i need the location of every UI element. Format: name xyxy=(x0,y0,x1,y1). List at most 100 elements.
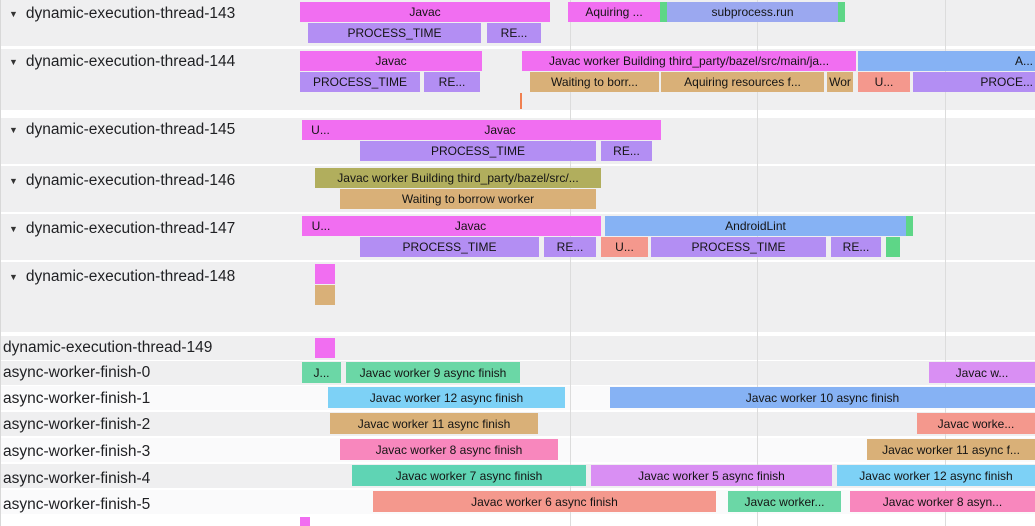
trace-span[interactable]: Javac worker 8 asyn... xyxy=(850,491,1035,512)
timeline-gridline xyxy=(570,0,571,526)
trace-span-label: J... xyxy=(313,365,330,380)
trace-span[interactable]: RE... xyxy=(831,237,881,257)
trace-span[interactable] xyxy=(315,264,335,284)
track-name-row[interactable]: ▼ dynamic-execution-thread-144 xyxy=(0,52,235,72)
track-name-row[interactable]: dynamic-execution-thread-149 xyxy=(0,338,212,358)
trace-span-label: RE... xyxy=(842,240,870,254)
trace-span[interactable] xyxy=(906,216,913,236)
track-name-label: dynamic-execution-thread-146 xyxy=(25,172,236,189)
trace-span-label: U... xyxy=(874,75,894,89)
trace-span[interactable]: Javac worker 7 async finish xyxy=(352,465,586,486)
trace-span[interactable]: Waiting to borrow worker xyxy=(340,189,596,209)
trace-span[interactable]: Javac worker 11 async finish xyxy=(330,413,538,434)
trace-span[interactable]: AndroidLint xyxy=(605,216,906,236)
trace-span[interactable]: RE... xyxy=(544,237,596,257)
trace-span[interactable]: A... xyxy=(858,51,1035,71)
trace-span-label: Javac worker 7 async finish xyxy=(395,468,543,483)
track-name-row[interactable]: async-worker-finish-0 xyxy=(0,363,150,383)
collapse-arrow-icon[interactable]: ▼ xyxy=(9,224,18,234)
trace-span[interactable]: Javac worker 12 async finish xyxy=(328,387,565,408)
trace-span[interactable]: J... xyxy=(302,362,341,383)
trace-span-label: Javac worker 11 async finish xyxy=(357,416,511,431)
trace-span[interactable]: Javac xyxy=(340,216,601,236)
trace-span[interactable]: U... xyxy=(302,120,339,140)
track-name-label: async-worker-finish-2 xyxy=(3,416,151,433)
trace-span[interactable] xyxy=(300,517,310,526)
track-name-row[interactable]: async-worker-finish-3 xyxy=(0,442,150,462)
collapse-arrow-icon[interactable]: ▼ xyxy=(9,272,18,282)
trace-span[interactable]: Javac xyxy=(300,2,550,22)
trace-span[interactable]: Javac xyxy=(300,51,482,71)
track-name-label: async-worker-finish-5 xyxy=(3,496,151,513)
trace-span[interactable]: PROCESS_TIME xyxy=(308,23,481,43)
trace-span[interactable] xyxy=(838,2,845,22)
trace-span[interactable]: Javac worker 11 async f... xyxy=(867,439,1035,460)
trace-span[interactable]: subprocess.run xyxy=(667,2,838,22)
trace-span[interactable]: U... xyxy=(858,72,910,92)
track-name-label: dynamic-execution-thread-144 xyxy=(25,53,236,70)
trace-span[interactable]: Javac worker... xyxy=(728,491,841,512)
track-name-label: dynamic-execution-thread-149 xyxy=(3,339,213,356)
trace-span[interactable] xyxy=(315,338,335,358)
trace-span[interactable]: Javac worker 5 async finish xyxy=(591,465,832,486)
trace-span-label: Javac worker 10 async finish xyxy=(745,390,900,405)
track-name-label: async-worker-finish-1 xyxy=(3,390,151,407)
trace-span[interactable]: Javac w... xyxy=(929,362,1035,383)
trace-span[interactable]: U... xyxy=(302,216,340,236)
trace-span[interactable]: PROCESS_TIME xyxy=(651,237,826,257)
trace-span[interactable]: Aquiring resources f... xyxy=(661,72,824,92)
trace-span[interactable]: Javac xyxy=(339,120,661,140)
track-row-background xyxy=(0,336,1035,360)
trace-span[interactable]: Javac worker 6 async finish xyxy=(373,491,716,512)
track-name-label: dynamic-execution-thread-147 xyxy=(25,220,236,237)
track-name-row[interactable]: async-worker-finish-1 xyxy=(0,389,150,409)
trace-span[interactable]: RE... xyxy=(487,23,541,43)
track-name-row[interactable]: ▼ dynamic-execution-thread-147 xyxy=(0,219,235,239)
trace-span-label: Javac worker 11 async f... xyxy=(882,442,1020,457)
trace-span[interactable]: Waiting to borr... xyxy=(530,72,659,92)
trace-span[interactable]: Javac worker Building third_party/bazel/… xyxy=(315,168,601,188)
trace-span[interactable]: PROCESS_TIME xyxy=(300,72,420,92)
trace-span[interactable] xyxy=(886,237,900,257)
timeline-gridline xyxy=(757,0,758,526)
trace-span[interactable]: Javac worker 12 async finish xyxy=(837,465,1035,486)
trace-span-label: U... xyxy=(311,123,330,137)
trace-span-label: RE... xyxy=(613,144,640,158)
trace-span[interactable] xyxy=(315,285,335,305)
trace-span-label: Javac worker Building third_party/bazel/… xyxy=(337,171,579,185)
trace-span-label: Aquiring ... xyxy=(585,5,643,19)
track-name-row[interactable]: ▼ dynamic-execution-thread-143 xyxy=(0,4,235,24)
trace-span[interactable]: Javac worker 10 async finish xyxy=(610,387,1035,408)
trace-span-label: PROCESS_TIME xyxy=(402,240,497,254)
trace-span[interactable]: PROCESS_TIME xyxy=(360,141,596,161)
trace-span[interactable]: Javac worke... xyxy=(917,413,1035,434)
track-name-label: async-worker-finish-3 xyxy=(3,443,151,460)
trace-span[interactable] xyxy=(660,2,667,22)
trace-span[interactable]: Javac worker 8 async finish xyxy=(340,439,558,460)
trace-span-label: Javac w... xyxy=(955,365,1009,380)
trace-span-label: Wor xyxy=(829,75,851,89)
trace-span-label: Waiting to borrow worker xyxy=(401,192,535,206)
trace-span[interactable]: RE... xyxy=(601,141,652,161)
trace-span[interactable]: Wor xyxy=(827,72,853,92)
trace-span-label: Aquiring resources f... xyxy=(684,75,801,89)
trace-span[interactable] xyxy=(520,93,522,109)
trace-span[interactable]: RE... xyxy=(424,72,480,92)
trace-span[interactable]: PROCE... xyxy=(913,72,1035,92)
collapse-arrow-icon[interactable]: ▼ xyxy=(9,57,18,67)
track-name-row[interactable]: ▼ dynamic-execution-thread-145 xyxy=(0,120,235,140)
track-name-row[interactable]: ▼ dynamic-execution-thread-146 xyxy=(0,171,235,191)
track-name-row[interactable]: async-worker-finish-4 xyxy=(0,469,150,489)
trace-span[interactable]: U... xyxy=(601,237,648,257)
collapse-arrow-icon[interactable]: ▼ xyxy=(9,9,18,19)
track-name-row[interactable]: ▼ dynamic-execution-thread-148 xyxy=(0,267,235,287)
track-name-row[interactable]: async-worker-finish-2 xyxy=(0,415,150,435)
trace-span-label: AndroidLint xyxy=(725,219,786,233)
track-name-row[interactable]: async-worker-finish-5 xyxy=(0,495,150,515)
trace-span[interactable]: Javac worker 9 async finish xyxy=(346,362,520,383)
collapse-arrow-icon[interactable]: ▼ xyxy=(9,125,18,135)
trace-span[interactable]: Javac worker Building third_party/bazel/… xyxy=(522,51,856,71)
collapse-arrow-icon[interactable]: ▼ xyxy=(9,176,18,186)
trace-span[interactable]: PROCESS_TIME xyxy=(360,237,539,257)
trace-span[interactable]: Aquiring ... xyxy=(568,2,660,22)
